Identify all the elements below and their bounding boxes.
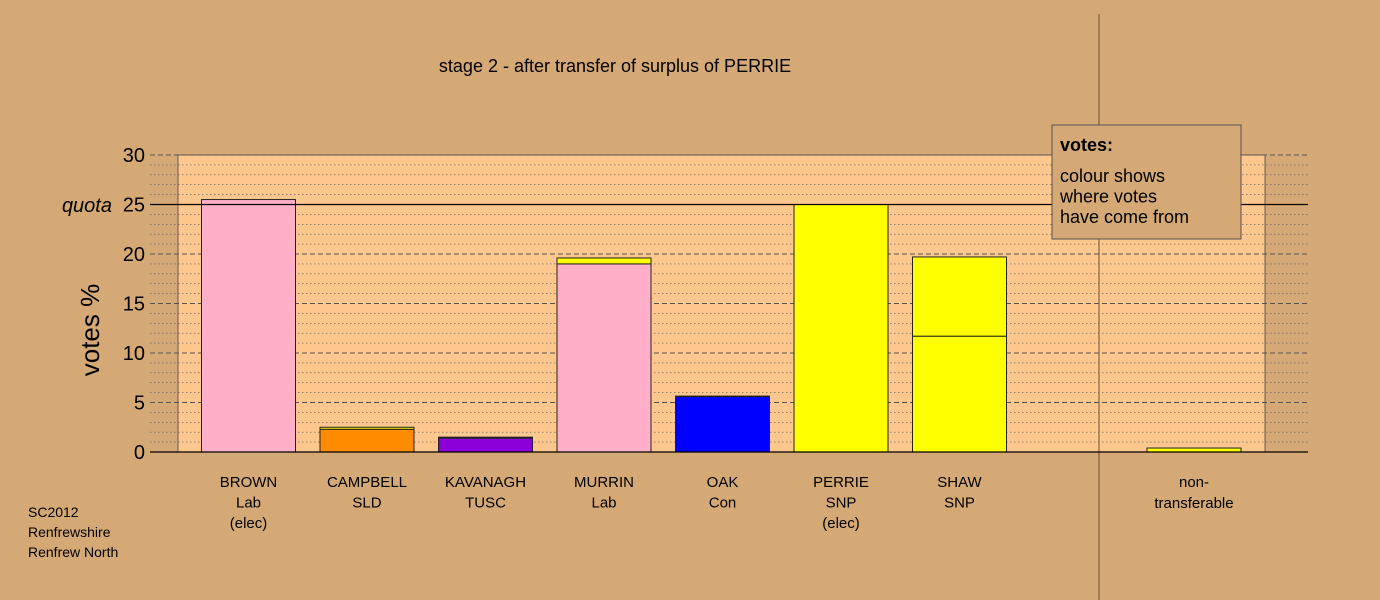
bar-segment — [319, 426, 415, 430]
candidate-party: SNP — [944, 495, 975, 512]
bars — [150, 199, 1308, 453]
y-tick-label: 25 — [123, 195, 145, 217]
candidate-name: BROWN — [220, 474, 278, 491]
bar-segment — [438, 437, 533, 453]
candidate-party: TUSC — [465, 495, 506, 512]
y-tick-label: 15 — [123, 294, 145, 316]
chart-title: stage 2 - after transfer of surplus of P… — [439, 56, 791, 76]
candidate-party: Lab — [236, 495, 261, 512]
candidate-party: Con — [709, 495, 737, 512]
bar-segment — [556, 257, 652, 265]
footer-council: Renfrewshire — [28, 524, 111, 540]
bar-segment — [793, 204, 889, 453]
candidate-name: CAMPBELL — [327, 474, 407, 491]
bar-segment — [912, 256, 1007, 337]
y-tick-label: 20 — [123, 244, 145, 266]
quota-label: quota — [62, 195, 112, 217]
candidate-name: PERRIE — [813, 474, 869, 491]
candidate-name: KAVANAGH — [445, 474, 526, 491]
y-tick-label: 5 — [134, 393, 145, 415]
bar-segment — [675, 396, 770, 453]
y-tick-label: 30 — [123, 145, 145, 167]
footer: SC2012 Renfrewshire Renfrew North — [28, 502, 118, 562]
bar-segment — [912, 335, 1007, 453]
candidate-party: SLD — [352, 495, 381, 512]
legend-title: votes: — [1060, 135, 1113, 155]
legend-text: colour shows — [1060, 166, 1165, 186]
x-axis-labels: BROWN Lab (elec) CAMPBELL SLD KAVANAGH TUSC MUR… — [220, 474, 1234, 532]
bar-segment — [675, 395, 770, 398]
bar-segment — [556, 263, 652, 453]
candidate-party: SNP — [826, 495, 857, 512]
y-tick-label: 10 — [123, 343, 145, 365]
footer-ward: Renfrew North — [28, 544, 119, 560]
candidate-party: Lab — [591, 495, 616, 512]
legend-box — [1051, 124, 1242, 240]
legend-text: have come from — [1060, 207, 1189, 227]
candidate-name: OAK — [707, 474, 739, 491]
candidate-status: (elec) — [822, 515, 860, 532]
nontransferable-label: non- — [1179, 474, 1209, 491]
candidate-name: MURRIN — [574, 474, 634, 491]
nontransferable-label: transferable — [1154, 495, 1233, 512]
y-tick-label: 0 — [134, 442, 145, 464]
candidate-status: (elec) — [230, 515, 268, 532]
legend-text: where votes — [1059, 187, 1157, 207]
bar-segment — [201, 199, 296, 453]
footer-election: SC2012 — [28, 504, 79, 520]
candidate-name: SHAW — [937, 474, 982, 491]
bar-segment — [438, 436, 533, 439]
y-axis: 0 5 10 15 20 25 30 — [123, 145, 145, 464]
y-axis-label: votes % — [75, 284, 105, 377]
bar-segment — [319, 428, 415, 453]
